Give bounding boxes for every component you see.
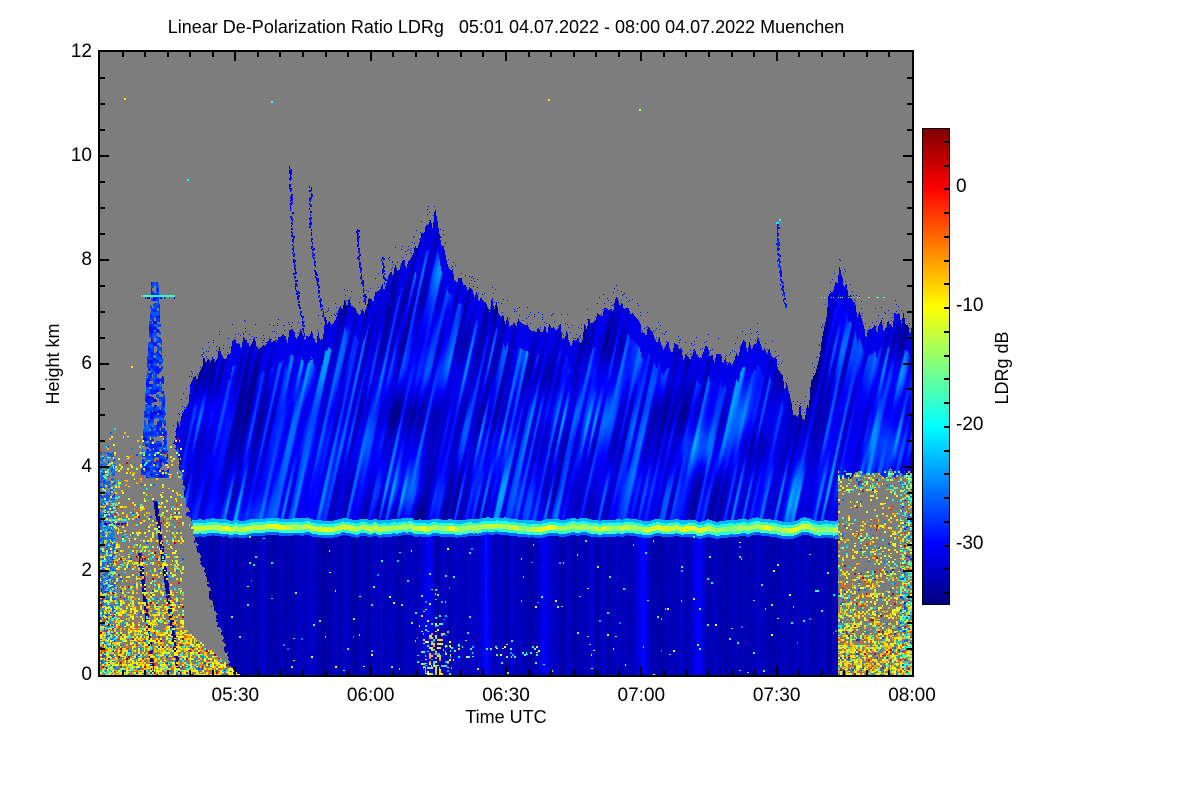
- y-tick-label: 12: [70, 41, 92, 62]
- x-tick-label: 07:30: [752, 685, 801, 706]
- x-tick-label: 07:00: [617, 685, 666, 706]
- colorbar-tick: [944, 402, 949, 404]
- colorbar-tick-label: 0: [956, 176, 967, 198]
- colorbar-tick: [944, 592, 949, 594]
- x-axis-label: Time UTC: [465, 707, 547, 727]
- y-tick-label: 6: [81, 352, 92, 374]
- plot-title: Linear De-Polarization Ratio LDRg 05:01 …: [167, 17, 845, 37]
- colorbar-tick: [944, 426, 949, 428]
- colorbar-gradient: [923, 129, 949, 604]
- colorbar-tick: [944, 141, 949, 143]
- y-tick-label: 8: [81, 248, 92, 270]
- colorbar-tick: [944, 450, 949, 452]
- colorbar-tick: [944, 188, 949, 190]
- y-tick-label: 2: [81, 560, 92, 582]
- colorbar-tick: [944, 212, 949, 214]
- colorbar-tick: [944, 260, 949, 262]
- colorbar: [922, 128, 950, 605]
- colorbar-tick-label: -10: [956, 295, 984, 317]
- colorbar-tick: [944, 236, 949, 238]
- colorbar-tick: [944, 497, 949, 499]
- colorbar-tick-label: -20: [956, 413, 984, 435]
- colorbar-tick: [944, 568, 949, 570]
- colorbar-tick: [944, 355, 949, 357]
- colorbar-tick-label: -30: [956, 532, 984, 554]
- colorbar-tick: [944, 378, 949, 380]
- colorbar-tick: [944, 307, 949, 309]
- plot-area: [98, 50, 914, 677]
- colorbar-tick: [944, 521, 949, 523]
- heatmap-canvas: [100, 52, 912, 675]
- colorbar-tick: [944, 473, 949, 475]
- y-tick-label: 10: [70, 144, 92, 166]
- colorbar-label: LDRg dB: [992, 331, 1012, 405]
- colorbar-tick: [944, 331, 949, 333]
- y-tick-label: 4: [81, 456, 92, 478]
- colorbar-tick: [944, 165, 949, 167]
- y-tick-label: 0: [81, 664, 92, 685]
- x-tick-label: 06:30: [482, 685, 530, 706]
- colorbar-tick: [944, 283, 949, 285]
- x-tick-label: 05:30: [211, 685, 260, 706]
- x-tick-label: 08:00: [888, 685, 936, 706]
- x-tick-label: 06:00: [346, 685, 395, 706]
- colorbar-tick: [944, 545, 949, 547]
